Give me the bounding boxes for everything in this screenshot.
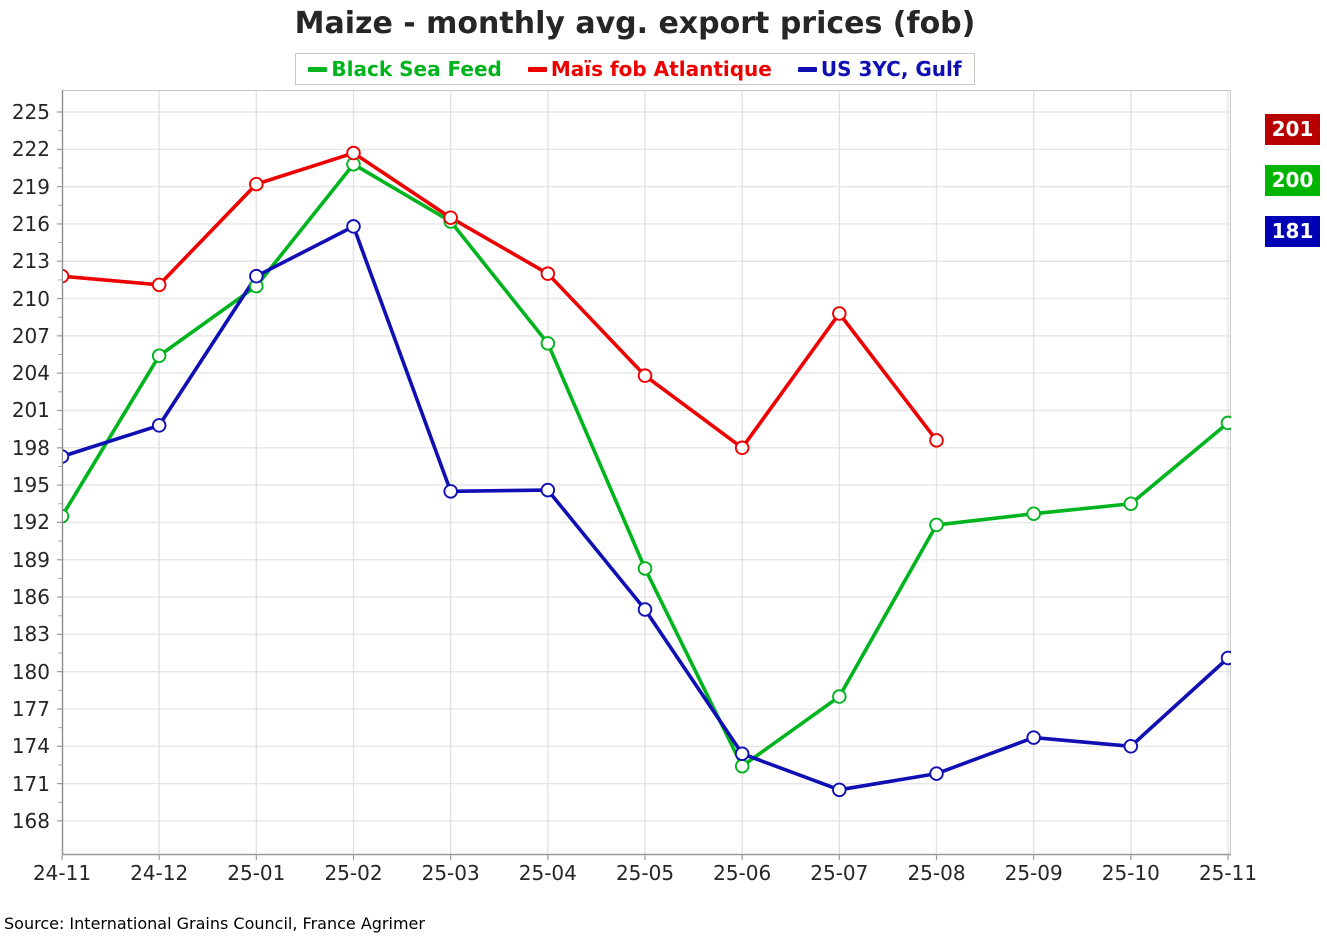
y-axis-label: 207 — [11, 323, 50, 348]
y-axis-label: 174 — [11, 734, 50, 759]
y-axis-label: 216 — [11, 211, 50, 236]
x-axis-label: 25-04 — [518, 861, 577, 885]
x-axis-label: 24-12 — [130, 861, 189, 885]
series-latest-value-badge: 201 — [1265, 114, 1320, 145]
y-axis-label: 195 — [11, 473, 50, 498]
y-axis-label: 180 — [11, 659, 50, 684]
y-axis-label: 219 — [11, 174, 50, 199]
legend-label: Maïs fob Atlantique — [550, 57, 772, 81]
y-axis-label: 171 — [11, 771, 50, 796]
red-line-swatch-icon — [527, 66, 547, 72]
y-axis-label: 186 — [11, 585, 50, 610]
series-latest-value-badge: 181 — [1265, 216, 1320, 247]
y-axis-label: 213 — [11, 249, 50, 274]
x-axis-label: 25-01 — [227, 861, 286, 885]
legend: Black Sea Feed Maïs fob Atlantique US 3Y… — [0, 53, 1270, 85]
x-axis-label: 24-11 — [32, 861, 92, 885]
x-axis-label: 25-06 — [713, 861, 772, 885]
blue-line-swatch-icon — [797, 66, 817, 72]
chart-title: Maize - monthly avg. export prices (fob) — [294, 6, 976, 41]
y-axis-label: 177 — [11, 696, 50, 721]
green-line-swatch-icon — [308, 66, 328, 72]
y-axis-label: 204 — [11, 361, 50, 386]
x-axis-label: 25-03 — [421, 861, 480, 885]
x-axis-label: 25-02 — [324, 861, 383, 885]
legend-item-us-3yc-gulf: US 3YC, Gulf — [797, 57, 962, 81]
series-latest-value-badge: 200 — [1265, 165, 1320, 196]
y-axis-label: 225 — [11, 100, 50, 124]
x-axis-label: 25-11 — [1198, 861, 1258, 885]
legend-box: Black Sea Feed Maïs fob Atlantique US 3Y… — [295, 53, 975, 85]
plot-area — [57, 90, 1231, 860]
legend-item-black-sea-feed: Black Sea Feed — [308, 57, 502, 81]
x-axis-label: 25-08 — [907, 861, 966, 885]
y-axis-label: 201 — [11, 398, 50, 423]
x-axis-label: 25-07 — [810, 861, 869, 885]
y-axis-label: 198 — [11, 435, 50, 460]
x-axis-label: 25-09 — [1004, 861, 1063, 885]
y-axis-label: 189 — [11, 547, 50, 572]
y-axis-label: 192 — [11, 510, 50, 535]
y-axis-label: 222 — [11, 137, 50, 162]
source-note: Source: International Grains Council, Fr… — [4, 914, 425, 933]
legend-item-mais-fob-atlantique: Maïs fob Atlantique — [527, 57, 772, 81]
x-axis-label: 25-05 — [615, 861, 675, 885]
y-axis-label: 210 — [11, 286, 50, 311]
y-axis-label: 183 — [11, 622, 50, 647]
x-axis-label: 25-10 — [1101, 861, 1160, 885]
legend-label: US 3YC, Gulf — [820, 57, 962, 81]
legend-label: Black Sea Feed — [331, 57, 502, 81]
y-axis-label: 168 — [11, 808, 50, 833]
